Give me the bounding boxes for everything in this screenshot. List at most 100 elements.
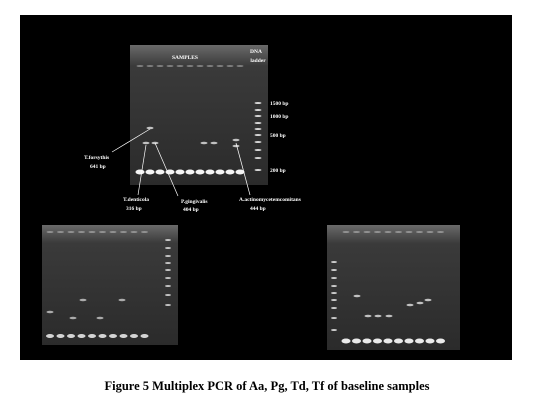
gel-band xyxy=(341,338,351,344)
gel-band xyxy=(383,338,393,344)
gel-band xyxy=(146,65,154,67)
gel-band xyxy=(176,65,184,67)
gel-band xyxy=(175,169,185,175)
gel-band xyxy=(331,292,337,294)
gel-band xyxy=(130,231,138,233)
gel-band xyxy=(331,269,337,271)
annotation-size: 444 bp xyxy=(250,206,266,212)
gel-band xyxy=(119,334,128,338)
gel-band xyxy=(98,334,107,338)
gel-band xyxy=(353,231,360,233)
gel-band xyxy=(254,149,262,151)
gel-band xyxy=(374,314,382,318)
gel-band xyxy=(404,338,414,344)
gel-band xyxy=(79,298,87,302)
annotation-name: T.forsythis xyxy=(84,155,109,161)
gel-band xyxy=(130,334,138,338)
bottom-right-gel xyxy=(327,225,460,350)
gel-band xyxy=(185,169,195,175)
gel-band xyxy=(99,231,106,233)
gel-band xyxy=(146,126,154,130)
gel-band xyxy=(342,231,350,233)
gel-band xyxy=(118,298,126,302)
pointer-line xyxy=(111,128,151,153)
gel-band xyxy=(165,262,171,264)
bottom-left-gel xyxy=(42,225,178,345)
gel-band xyxy=(46,334,54,338)
gel-band xyxy=(385,314,393,318)
gel-band xyxy=(254,141,262,143)
gel-band xyxy=(165,255,171,257)
gel-band xyxy=(140,334,149,338)
gel-band xyxy=(331,285,337,287)
gel-band xyxy=(136,65,144,67)
annotation-size: 641 bp xyxy=(90,164,106,170)
gel-band xyxy=(145,169,155,175)
gel-band xyxy=(135,169,145,175)
gel-band xyxy=(362,338,372,344)
gel-band xyxy=(436,338,445,344)
gel-band xyxy=(67,334,75,338)
gel-band xyxy=(363,231,371,233)
gel-band xyxy=(156,65,164,67)
gel-band xyxy=(254,115,262,117)
annotation-name: T.denticola xyxy=(123,197,149,203)
gel-band xyxy=(331,329,337,331)
gel-band xyxy=(374,231,381,233)
gel-band xyxy=(155,169,165,175)
top-gel xyxy=(130,45,268,185)
gel-band xyxy=(215,169,225,175)
gel-band xyxy=(437,231,444,233)
gel-band xyxy=(142,141,150,145)
gel-band xyxy=(57,231,64,233)
annotation-name: A.actinomycetemcomitans xyxy=(239,197,301,203)
gel-band xyxy=(200,141,208,145)
gel-band xyxy=(331,261,337,263)
gel-band xyxy=(165,247,171,249)
gel-band xyxy=(120,231,127,233)
gel-band xyxy=(206,65,214,67)
gel-band xyxy=(331,317,337,319)
gel-band xyxy=(331,299,337,301)
annotation-size: 316 bp xyxy=(126,206,142,212)
gel-band xyxy=(416,231,423,233)
gel-band xyxy=(205,169,215,175)
gel-band xyxy=(254,102,262,104)
pointer-line xyxy=(235,142,251,196)
pointer-lines xyxy=(111,128,251,197)
gel-band xyxy=(165,304,171,306)
gel-band xyxy=(109,334,117,338)
gel-band xyxy=(353,294,361,298)
ladder-size: 1500 bp xyxy=(270,101,289,107)
gel-band xyxy=(331,307,337,309)
gel-band xyxy=(405,231,413,233)
gel-band xyxy=(77,334,86,338)
gel-band xyxy=(109,231,117,233)
gel-band xyxy=(236,65,244,67)
ladder-label: DNA xyxy=(250,49,262,55)
gel-band xyxy=(56,334,65,338)
gel-band xyxy=(186,65,194,67)
gel-band xyxy=(141,231,148,233)
gel-band xyxy=(165,269,171,271)
gel-band xyxy=(395,231,402,233)
pointer-line xyxy=(137,144,147,196)
gel-band xyxy=(225,169,235,175)
pointer-line xyxy=(154,142,179,197)
gel-band xyxy=(195,169,205,175)
caption: Figure 5 Multiplex PCR of Aa, Pg, Td, Tf… xyxy=(104,379,429,393)
gel-band xyxy=(232,144,240,148)
gel-band xyxy=(67,231,75,233)
gel-band xyxy=(165,239,171,241)
ladder-size: 500 bp xyxy=(270,133,286,139)
gel-band xyxy=(88,334,96,338)
gel-band xyxy=(46,310,54,314)
gel-band xyxy=(384,231,392,233)
gel-band xyxy=(96,316,104,320)
gel-band xyxy=(232,138,240,142)
gel-band xyxy=(165,294,171,296)
gel-band xyxy=(352,338,361,344)
gel-band xyxy=(406,303,414,307)
gel-band xyxy=(216,65,224,67)
gel-band xyxy=(364,314,372,318)
